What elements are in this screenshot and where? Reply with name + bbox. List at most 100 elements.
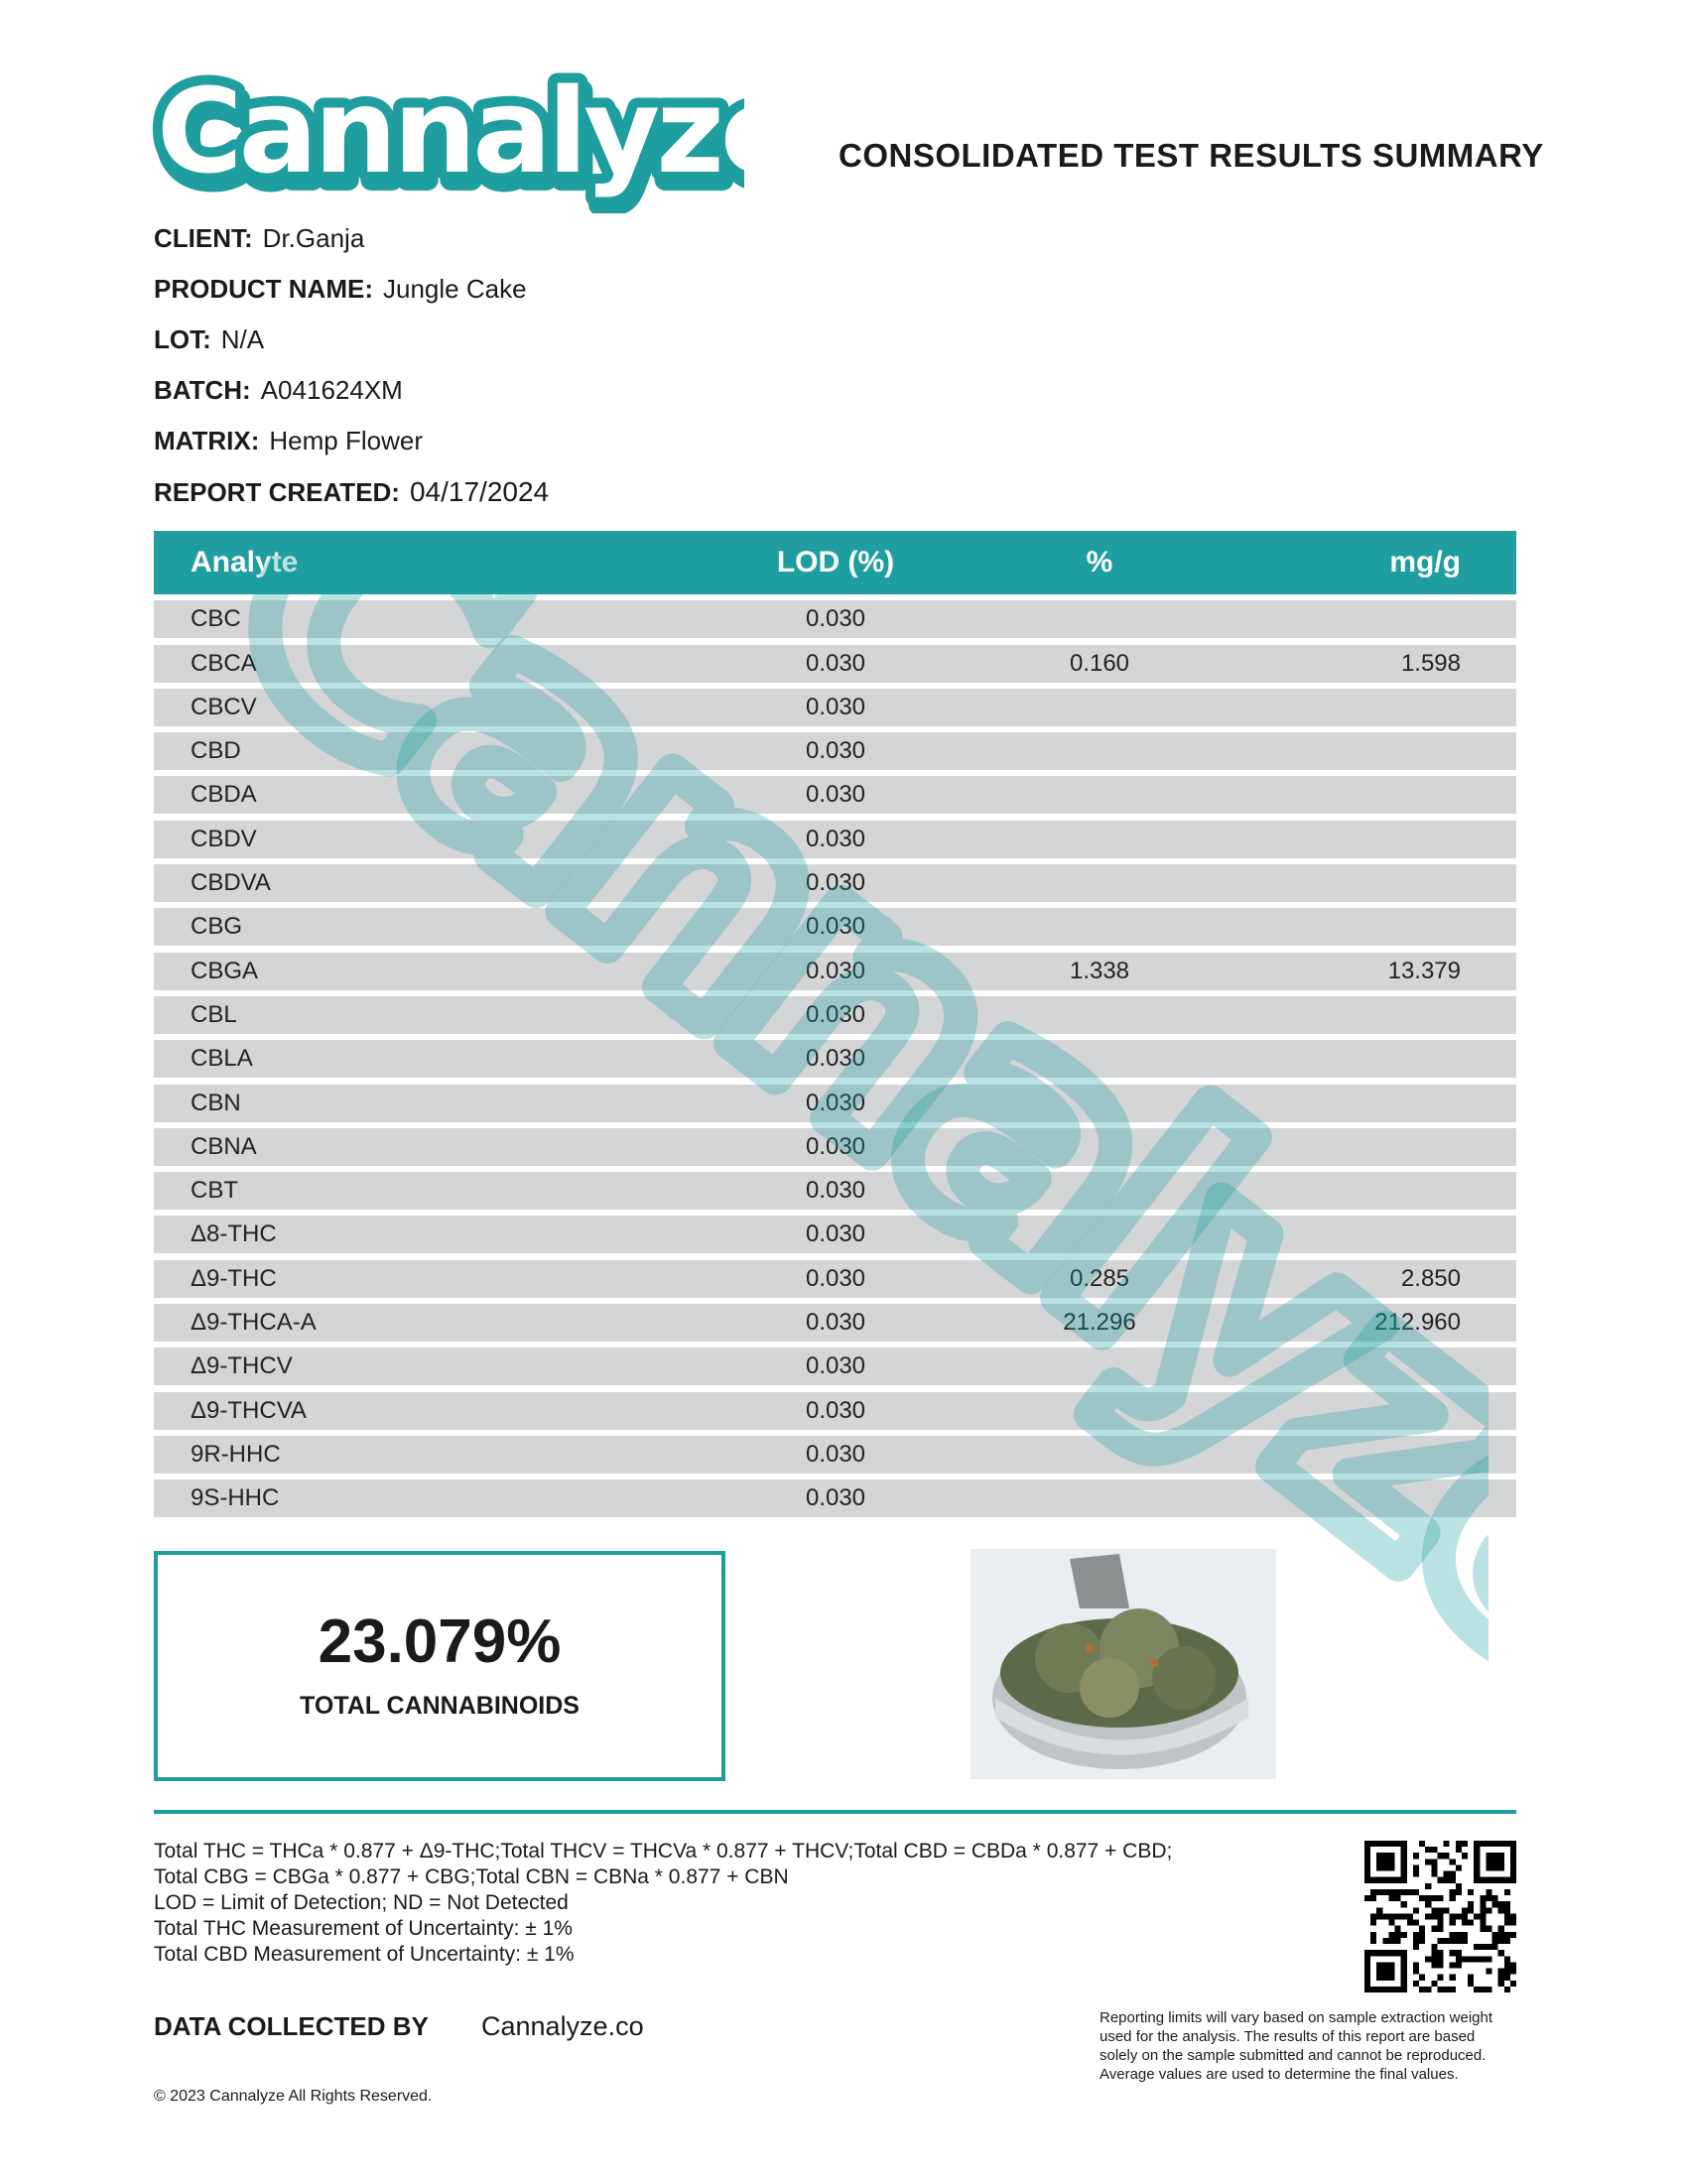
lod-cell: 0.030 (805, 869, 866, 897)
formula-line: Total THC = THCa * 0.877 + Δ9-THC;Total … (154, 1840, 1173, 1863)
analyte-cell: CBLA (191, 1045, 253, 1073)
mg-per-g-cell: 13.379 (1387, 957, 1461, 984)
footer-divider (154, 1810, 1516, 1814)
header-analyte: Analyte (191, 546, 299, 578)
analyte-cell: CBL (191, 1000, 237, 1028)
client-field: CLIENT: Dr.Ganja (154, 223, 364, 254)
mg-per-g-cell: 2.850 (1400, 1264, 1461, 1292)
header-lod: LOD (%) (776, 546, 895, 578)
table-row: Δ9-THC 0.030 0.285 2.850 (154, 1259, 1516, 1298)
product-name-label: PRODUCT NAME: (154, 274, 373, 304)
table-row: CBLA 0.030 (154, 1040, 1516, 1079)
matrix-field: MATRIX: Hemp Flower (154, 426, 423, 456)
batch-label: BATCH: (154, 375, 251, 405)
lod-cell: 0.030 (805, 737, 866, 765)
percent-cell: 1.338 (1069, 957, 1130, 984)
svg-text:Cannalyze: Cannalyze (161, 70, 744, 207)
lod-cell: 0.030 (805, 781, 866, 809)
table-row: CBCV 0.030 (154, 688, 1516, 726)
total-cannabinoids-value: 23.079% (318, 1607, 562, 1676)
table-row: CBCA 0.030 0.160 1.598 (154, 644, 1516, 683)
report-created-field: REPORT CREATED: 04/17/2024 (154, 476, 549, 508)
lod-cell: 0.030 (805, 1220, 866, 1248)
total-cannabinoids-box: 23.079% TOTAL CANNABINOIDS (154, 1551, 725, 1781)
lod-cell: 0.030 (805, 1440, 866, 1468)
percent-cell: 0.160 (1069, 649, 1130, 677)
disclaimer: Reporting limits will vary based on samp… (1100, 2009, 1493, 2083)
table-row: CBDV 0.030 (154, 820, 1516, 858)
total-cannabinoids-label: TOTAL CANNABINOIDS (300, 1692, 580, 1720)
mg-per-g-cell: 1.598 (1400, 649, 1461, 677)
table-row: Δ8-THC 0.030 (154, 1216, 1516, 1254)
lod-cell: 0.030 (805, 1352, 866, 1380)
percent-cell: 21.296 (1063, 1309, 1136, 1337)
header-mg-per-g: mg/g (1389, 546, 1461, 578)
lod-cell: 0.030 (805, 1089, 866, 1116)
table-row: CBG 0.030 (154, 908, 1516, 947)
analyte-cell: Δ9-THC (191, 1264, 277, 1292)
qr-code[interactable] (1364, 1841, 1516, 1992)
matrix-label: MATRIX: (154, 426, 260, 455)
lot-value: N/A (220, 324, 265, 354)
data-collected-label: DATA COLLECTED BY (154, 2011, 429, 2041)
header-percent: % (1086, 546, 1113, 578)
table-row: CBNA 0.030 (154, 1127, 1516, 1166)
table-row: CBGA 0.030 1.338 13.379 (154, 952, 1516, 990)
lot-field: LOT: N/A (154, 324, 264, 355)
analyte-cell: 9S-HHC (191, 1484, 280, 1512)
report-created-label: REPORT CREATED: (154, 477, 400, 507)
report-created-value: 04/17/2024 (409, 476, 550, 507)
analyte-cell: CBDA (191, 781, 257, 809)
copyright: © 2023 Cannalyze All Rights Reserved. (154, 2088, 433, 2105)
batch-field: BATCH: A041624XM (154, 375, 403, 406)
lod-cell: 0.030 (805, 1264, 866, 1292)
mg-per-g-cell: 212.960 (1374, 1309, 1461, 1337)
lod-cell: 0.030 (805, 649, 866, 677)
report-title: CONSOLIDATED TEST RESULTS SUMMARY (839, 137, 1544, 174)
table-row: 9R-HHC 0.030 (154, 1435, 1516, 1474)
table-row: CBC 0.030 (154, 600, 1516, 639)
analyte-cell: 9R-HHC (191, 1440, 281, 1468)
analyte-cell: CBN (191, 1089, 241, 1116)
lod-cell: 0.030 (805, 1000, 866, 1028)
lod-cell: 0.030 (805, 1132, 866, 1160)
lod-cell: 0.030 (805, 1396, 866, 1424)
svg-text:Cannalyze: Cannalyze (157, 63, 744, 199)
lod-cell: 0.030 (805, 1177, 866, 1205)
table-row: CBT 0.030 (154, 1172, 1516, 1211)
table-row: CBL 0.030 (154, 995, 1516, 1034)
analyte-cell: CBCV (191, 693, 257, 720)
analyte-cell: CBD (191, 737, 241, 765)
product-photo (971, 1549, 1276, 1779)
formula-line: Total CBG = CBGa * 0.877 + CBG;Total CBN… (154, 1865, 789, 1888)
lod-cell: 0.030 (805, 1045, 866, 1073)
lot-label: LOT: (154, 324, 211, 354)
table-row: CBD 0.030 (154, 732, 1516, 771)
results-table: Analyte LOD (%) % mg/g CBC 0.030 CBCA 0.030… (154, 531, 1516, 1518)
analyte-cell: CBT (191, 1177, 238, 1205)
lod-cell: 0.030 (805, 913, 866, 941)
lod-cell: 0.030 (805, 957, 866, 984)
lod-cell: 0.030 (805, 605, 866, 633)
analyte-cell: Δ9-THCVA (191, 1396, 307, 1424)
analyte-cell: CBGA (191, 957, 259, 984)
table-row: 9S-HHC 0.030 (154, 1479, 1516, 1518)
analyte-cell: CBDVA (191, 869, 271, 897)
client-label: CLIENT: (154, 223, 253, 253)
analyte-cell: Δ8-THC (191, 1220, 277, 1248)
analyte-cell: CBC (191, 605, 241, 633)
table-row: CBN 0.030 (154, 1084, 1516, 1122)
analyte-cell: Δ9-THCA-A (191, 1309, 317, 1337)
lod-cell: 0.030 (805, 1309, 866, 1337)
formula-line: LOD = Limit of Detection; ND = Not Detec… (154, 1891, 569, 1914)
table-row: CBDA 0.030 (154, 776, 1516, 815)
data-collected-value: Cannalyze.co (481, 2011, 644, 2041)
percent-cell: 0.285 (1069, 1264, 1130, 1292)
lod-cell: 0.030 (805, 1484, 866, 1512)
formula-line: Total CBD Measurement of Uncertainty: ± … (154, 1943, 575, 1966)
analyte-cell: Δ9-THCV (191, 1352, 293, 1380)
table-row: CBDVA 0.030 (154, 864, 1516, 903)
batch-value: A041624XM (260, 375, 403, 405)
analyte-cell: CBCA (191, 649, 257, 677)
product-name-value: Jungle Cake (383, 274, 527, 304)
